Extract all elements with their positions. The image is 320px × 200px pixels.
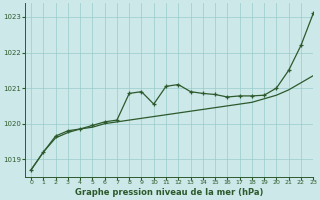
X-axis label: Graphe pression niveau de la mer (hPa): Graphe pression niveau de la mer (hPa) — [75, 188, 263, 197]
